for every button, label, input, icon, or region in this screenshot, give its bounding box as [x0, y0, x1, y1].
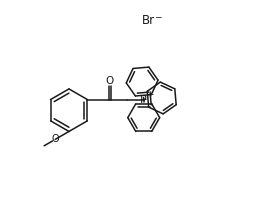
Text: P: P: [140, 95, 147, 105]
Text: O: O: [105, 76, 113, 86]
Text: Br: Br: [142, 14, 155, 27]
Text: −: −: [154, 13, 161, 22]
Text: +: +: [146, 90, 153, 99]
Text: O: O: [51, 134, 59, 144]
